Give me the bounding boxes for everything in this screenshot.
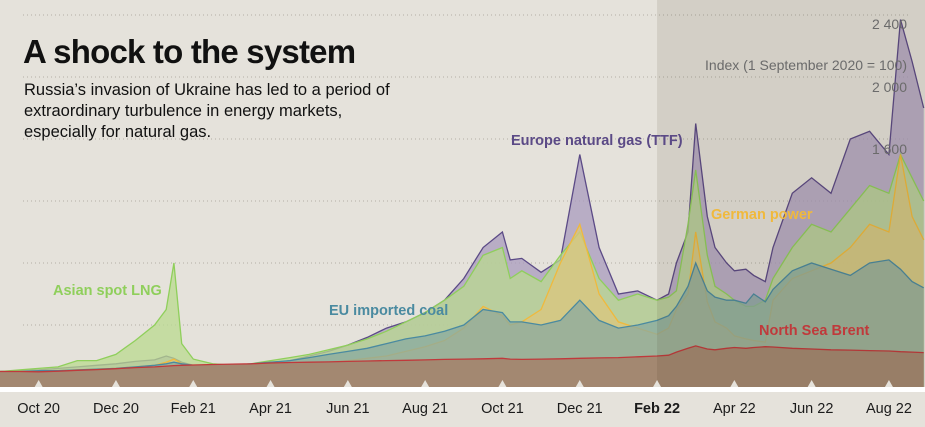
x-tick-label: Dec 21 [556, 401, 603, 417]
x-tick-mark [807, 380, 816, 387]
x-axis-baseline [0, 387, 925, 392]
x-tick-mark [653, 380, 662, 387]
x-tick-label: Oct 21 [481, 401, 524, 417]
subtitle: Russia’s invasion of Ukraine has led to … [24, 81, 390, 141]
series-label-eu-coal: EU imported coal [329, 303, 449, 319]
series-label-brent: North Sea Brent [759, 323, 870, 339]
x-tick-label: Jun 22 [789, 401, 834, 417]
y-tick-label: 2 400 [871, 16, 907, 32]
x-tick-mark [884, 380, 893, 387]
x-tick-mark [266, 380, 275, 387]
x-tick-mark [189, 380, 198, 387]
x-tick-label: Aug 22 [865, 401, 912, 417]
series-label-lng: Asian spot LNG [53, 283, 162, 299]
x-tick-mark [575, 380, 584, 387]
series-line-eu-imported-coal [0, 259, 925, 373]
series-areas [0, 19, 925, 387]
series-line-asian-spot-lng [0, 152, 925, 373]
x-tick-label: Dec 20 [92, 401, 139, 417]
x-tick-mark [730, 380, 739, 387]
x-tick-mark [421, 380, 430, 387]
series-area-north-sea-brent [0, 345, 924, 387]
y-tick-label: 2 000 [871, 79, 907, 95]
x-tick-label: Feb 21 [170, 401, 216, 417]
x-tick-label: Apr 22 [712, 401, 756, 417]
x-tick-mark [343, 380, 352, 387]
series-line-north-sea-brent [0, 345, 924, 373]
series-label-german-power: German power [711, 207, 813, 223]
post-invasion-shade [657, 0, 925, 387]
x-tick-label: Oct 20 [17, 401, 60, 417]
x-tick-label: Aug 21 [402, 401, 449, 417]
x-tick-label: Feb 22 [634, 401, 681, 417]
x-tick-mark [111, 380, 120, 387]
page-title: A shock to the system [23, 33, 356, 70]
y-tick-label: 1 600 [871, 141, 907, 157]
x-tick-mark [498, 380, 507, 387]
x-tick-label: Apr 21 [249, 401, 292, 417]
x-tick-label: Jun 21 [326, 401, 370, 417]
x-tick-mark [34, 380, 43, 387]
y-axis-label: Index (1 September 2020 = 100) [705, 57, 907, 73]
x-tick-marks [34, 380, 893, 387]
series-label-ttf: Europe natural gas (TTF) [511, 133, 683, 149]
